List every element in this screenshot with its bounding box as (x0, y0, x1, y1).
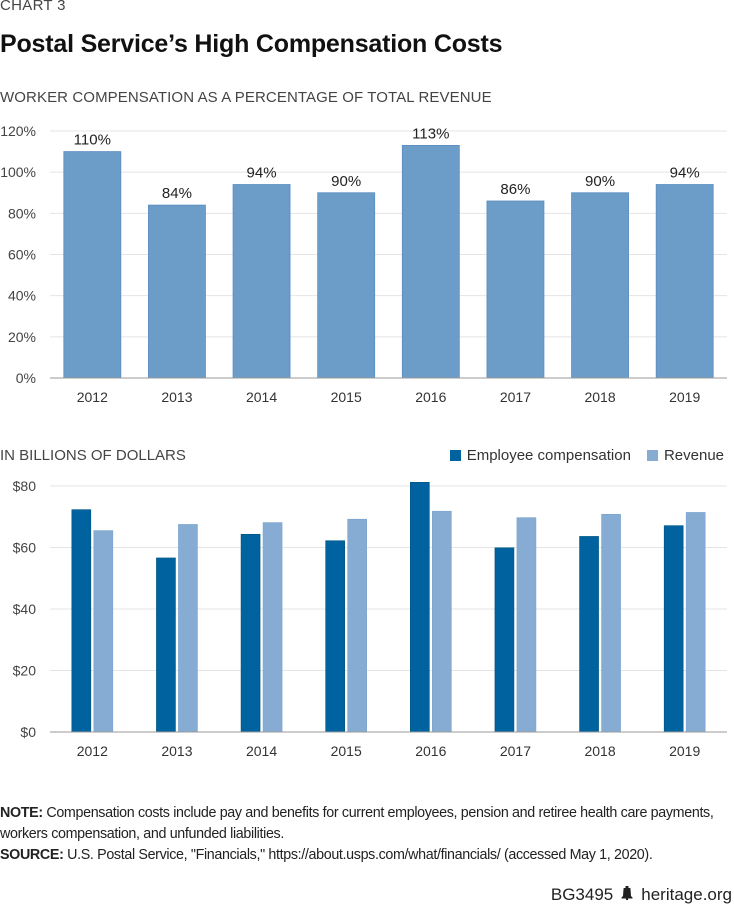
bar-revenue (432, 510, 452, 733)
liberty-bell-icon (621, 885, 633, 905)
y-tick-label: $0 (20, 724, 36, 740)
x-tick-label: 2017 (500, 389, 531, 405)
report-code: BG3495 (550, 885, 614, 904)
website-link[interactable]: heritage.org (641, 885, 732, 904)
x-tick-label: 2018 (584, 389, 615, 405)
x-tick-label: 2016 (415, 743, 446, 759)
bar-revenue (601, 513, 621, 733)
x-tick-label: 2014 (246, 743, 277, 759)
chart-kicker: CHART 3 (0, 0, 66, 14)
legend-item-revenue: Revenue (646, 447, 724, 464)
y-tick-label: 40% (8, 288, 36, 304)
y-tick-label: 20% (8, 329, 36, 345)
bar-employee-compensation (325, 540, 345, 733)
bar (148, 204, 206, 379)
legend-label-employee-compensation: Employee compensation (466, 447, 631, 464)
chart-title: Postal Service’s High Compensation Costs (0, 30, 503, 58)
x-tick-label: 2013 (161, 389, 192, 405)
bar-revenue (685, 512, 706, 733)
bar-revenue (516, 517, 537, 733)
bar-revenue (262, 522, 283, 733)
legend-swatch-revenue (646, 450, 658, 461)
notes-section: NOTE: Compensation costs include pay and… (0, 803, 730, 866)
note-text: Compensation costs include pay and benef… (0, 805, 714, 842)
bar-revenue (347, 518, 367, 733)
data-label: 94% (670, 165, 700, 182)
bar-employee-compensation (579, 536, 599, 733)
x-tick-label: 2017 (500, 743, 531, 759)
y-tick-label: $40 (13, 601, 37, 617)
x-tick-label: 2016 (415, 389, 446, 405)
y-tick-label: 0% (16, 370, 36, 386)
x-tick-label: 2019 (669, 389, 700, 405)
x-tick-label: 2015 (331, 389, 362, 405)
data-label: 90% (585, 173, 615, 190)
x-tick-label: 2014 (246, 389, 277, 405)
x-tick-label: 2015 (331, 743, 362, 759)
source-paragraph: SOURCE: U.S. Postal Service, "Financials… (0, 845, 730, 866)
data-label: 86% (500, 181, 530, 198)
bar (401, 145, 460, 379)
bar (486, 200, 545, 379)
x-tick-label: 2012 (77, 743, 108, 759)
source-label: SOURCE: (0, 847, 64, 863)
bar (571, 192, 629, 379)
bar-revenue (93, 530, 114, 733)
data-label: 113% (412, 125, 449, 142)
y-tick-label: 60% (8, 247, 36, 263)
percentage-bar-chart: 0% 20% 40% 60% 80% 100% 120% 110% 2012 84% 2013 94%… (0, 123, 727, 405)
chart2-title: IN BILLIONS OF DOLLARS (0, 447, 186, 464)
bar-employee-compensation (156, 557, 176, 733)
data-label: 90% (331, 173, 361, 190)
y-tick-label: $20 (13, 663, 37, 679)
y-tick-label: $80 (13, 478, 37, 494)
x-tick-label: 2013 (161, 743, 192, 759)
data-label: 94% (247, 165, 277, 182)
bar (655, 184, 714, 379)
y-tick-label: $60 (13, 540, 37, 556)
x-tick-label: 2012 (77, 389, 108, 405)
data-label: 110% (74, 132, 111, 149)
footer: BG3495 heritage.org (551, 885, 732, 905)
bar-employee-compensation (663, 525, 684, 733)
bar-employee-compensation (240, 533, 261, 733)
bar (232, 184, 291, 379)
source-text: U.S. Postal Service, "Financials," https… (63, 847, 653, 863)
x-tick-label: 2018 (584, 743, 615, 759)
bar-employee-compensation (410, 482, 430, 733)
data-label: 84% (162, 185, 192, 202)
chart1-title: WORKER COMPENSATION AS A PERCENTAGE OF T… (0, 89, 492, 106)
y-tick-label: 80% (8, 205, 36, 221)
y-tick-label: 120% (0, 123, 36, 139)
dollars-grouped-bar-chart: $0 $20 $40 $60 $80 2012 2013 2014 2015 2016 2017 20… (13, 478, 727, 759)
note-label: NOTE: (0, 805, 43, 821)
bar-employee-compensation (71, 509, 92, 733)
bar-revenue (178, 524, 198, 733)
note-paragraph: NOTE: Compensation costs include pay and… (0, 803, 730, 845)
legend-swatch-employee-compensation (449, 450, 461, 461)
x-tick-label: 2019 (669, 743, 700, 759)
bar-employee-compensation (494, 547, 515, 733)
y-tick-label: 100% (0, 164, 36, 180)
legend-item-employee-compensation: Employee compensation (449, 447, 631, 464)
bar (317, 192, 376, 379)
legend-label-revenue: Revenue (663, 447, 724, 464)
bar (63, 151, 122, 379)
chart2-legend: Employee compensation Revenue (434, 447, 724, 464)
